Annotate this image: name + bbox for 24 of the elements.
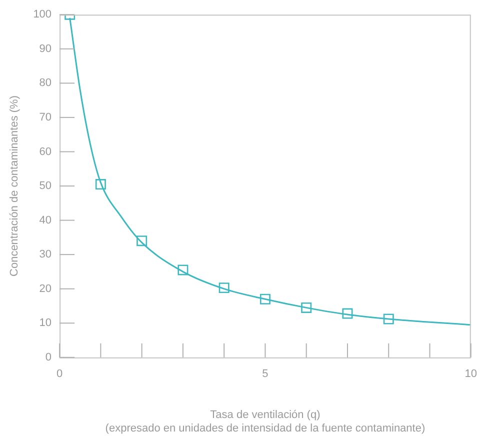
x-tick-label: 0 <box>56 368 63 380</box>
point <box>95 179 106 190</box>
y-tick-label: 50 <box>39 180 52 192</box>
y-tick-label: 20 <box>39 282 52 295</box>
y-tick-label: 100 <box>33 8 52 21</box>
y-axis-title: Concentración de contaminantes (%) <box>8 96 21 276</box>
y-tick-label: 60 <box>39 146 52 158</box>
point <box>260 294 270 304</box>
x-tick-label: 5 <box>262 368 268 380</box>
point <box>136 236 148 246</box>
y-tick-label: 70 <box>39 111 52 124</box>
y-tick-label: 30 <box>39 248 52 261</box>
x-tick-label: 10 <box>464 368 478 380</box>
y-tick-label: 40 <box>39 214 52 226</box>
point <box>218 282 230 294</box>
y-tick-label: 90 <box>39 42 52 55</box>
point <box>301 302 312 313</box>
x-axis-title: Tasa de ventilación (q) (expresado en unidades de intensidad de la fuente contaminante) <box>105 409 426 434</box>
y-tick-label: 0 <box>45 351 52 364</box>
y-tick-label: 10 <box>39 317 52 330</box>
point <box>342 308 353 319</box>
point <box>383 314 394 324</box>
point <box>178 264 188 276</box>
y-tick-label: 80 <box>39 77 52 90</box>
